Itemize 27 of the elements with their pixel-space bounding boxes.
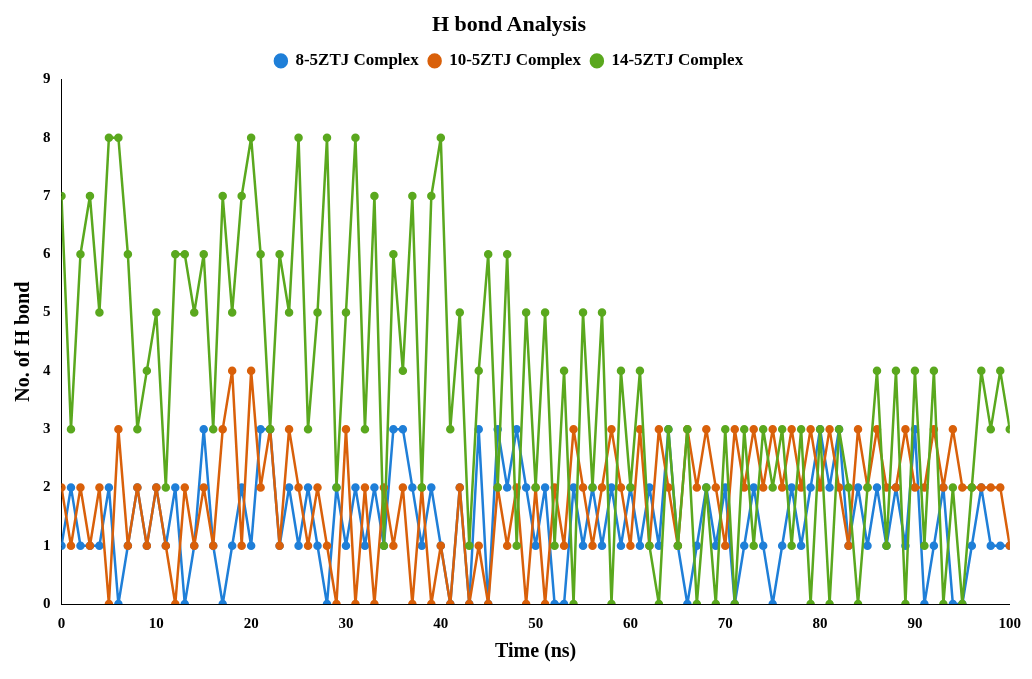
x-tick-label: 0 [57, 614, 66, 631]
y-tick-label: 6 [43, 245, 51, 262]
y-tick-label: 0 [43, 594, 51, 611]
x-tick-label: 30 [338, 614, 354, 631]
y-axis-title: No. of H bond [11, 281, 34, 402]
y-tick-label: 9 [43, 70, 51, 87]
y-tick-label: 3 [43, 420, 51, 437]
legend-label: 14-5ZTJ Complex [611, 50, 744, 70]
x-tick-label: 40 [433, 614, 449, 631]
x-tick-label: 20 [243, 614, 259, 631]
y-tick-label: 7 [43, 186, 51, 203]
legend-label: 10-5ZTJ Complex [449, 50, 582, 70]
chart-title: H bond Analysis [431, 10, 587, 36]
x-tick-label: 50 [528, 614, 544, 631]
y-tick-label: 1 [43, 536, 51, 553]
x-tick-label: 70 [717, 614, 733, 631]
x-tick-label: 10 [148, 614, 164, 631]
x-tick-label: 90 [907, 614, 923, 631]
x-axis-title: Time (ns) [494, 639, 577, 663]
x-tick-label: 80 [812, 614, 828, 631]
y-tick-label: 5 [43, 303, 51, 320]
y-tick-label: 8 [43, 128, 51, 145]
y-tick-label: 4 [43, 361, 51, 378]
legend-label: 8-5ZTJ Complex [295, 50, 420, 70]
x-tick-label: 100 [998, 614, 1021, 631]
x-tick-label: 60 [622, 614, 638, 631]
y-tick-label: 2 [43, 478, 51, 495]
